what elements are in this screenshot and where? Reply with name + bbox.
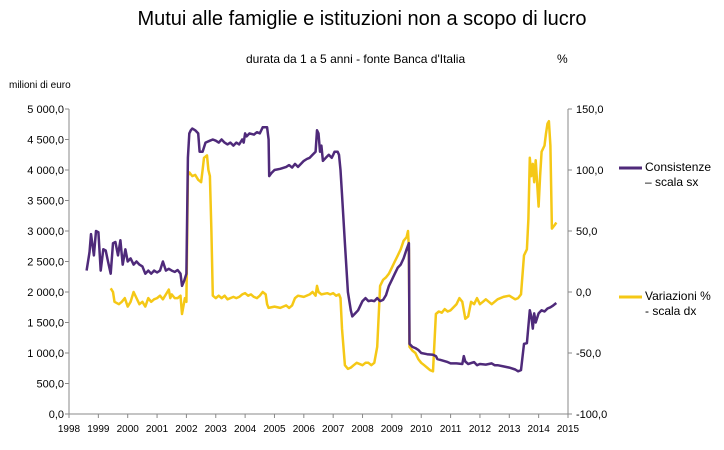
x-tick-label: 2005 (263, 424, 286, 435)
left-y-tick-label: 3 500,0 (27, 196, 64, 208)
right-y-tick-label: 0,0 (576, 287, 591, 299)
x-tick-label: 2002 (175, 424, 198, 435)
legend-variazioni-line1: Variazioni % (645, 289, 711, 303)
x-tick-label: 2011 (440, 424, 462, 435)
legend-consistenze-line2: – scala sx (645, 175, 699, 189)
right-axis-unit: % (557, 52, 568, 66)
right-y-tick-label: 50,0 (576, 226, 597, 238)
left-y-tick-label: 4 500,0 (27, 135, 64, 147)
x-tick-label: 1999 (87, 424, 110, 435)
chart-series (85, 119, 558, 373)
right-y-tick-label: -100,0 (576, 409, 607, 421)
series-line-variazioni (109, 119, 558, 373)
x-tick-label: 1998 (58, 424, 81, 435)
x-tick-label: 2007 (322, 424, 345, 435)
x-tick-label: 2012 (469, 424, 492, 435)
x-tick-label: 2014 (528, 424, 551, 435)
x-tick-label: 2000 (117, 424, 140, 435)
left-y-tick-label: 4 000,0 (27, 165, 64, 177)
chart-subtitle: durata da 1 a 5 anni - fonte Banca d'Ita… (246, 52, 466, 66)
x-tick-label: 2008 (351, 424, 374, 435)
legend-label-consistenze: Consistenze – scala sx (645, 160, 711, 190)
left-y-tick-label: 1 500,0 (27, 318, 64, 330)
x-tick-label: 2015 (557, 424, 580, 435)
x-tick-label: 2013 (498, 424, 521, 435)
left-y-tick-label: 3 000,0 (27, 226, 64, 238)
left-y-tick-label: 500,0 (36, 379, 64, 391)
x-tick-label: 2009 (381, 424, 404, 435)
x-tick-label: 2001 (146, 424, 169, 435)
x-tick-label: 2003 (205, 424, 228, 435)
left-y-tick-label: 2 500,0 (27, 257, 64, 269)
left-y-tick-label: 0,0 (49, 409, 64, 421)
x-tick-label: 2004 (234, 424, 257, 435)
left-y-tick-label: 2 000,0 (27, 287, 64, 299)
x-tick-label: 2010 (410, 424, 433, 435)
right-y-tick-label: 150,0 (576, 104, 604, 116)
x-tick-label: 2006 (293, 424, 316, 435)
right-y-tick-label: -50,0 (576, 348, 601, 360)
series-line-consistenze (85, 126, 558, 373)
legend-variazioni-line2: - scala dx (645, 304, 697, 318)
left-y-tick-label: 5 000,0 (27, 104, 64, 116)
left-axis-unit: milioni di euro (9, 80, 71, 91)
chart-legend (619, 166, 642, 299)
chart-axes: 0,0 500,0 1 000,0 1 500,0 2 000,0 2 500,0 3 00… (27, 104, 607, 435)
legend-consistenze-line1: Consistenze (645, 160, 712, 174)
left-y-tick-label: 1 000,0 (27, 348, 64, 360)
legend-label-variazioni: Variazioni % - scala dx (645, 289, 711, 319)
right-y-tick-label: 100,0 (576, 165, 604, 177)
chart-title: Mutui alle famiglie e istituzioni non a … (137, 8, 587, 30)
